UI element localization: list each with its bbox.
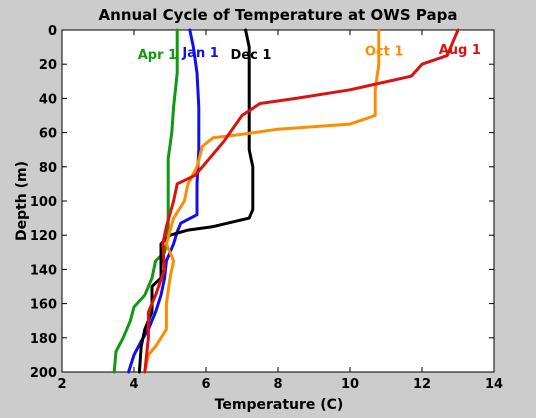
y-tick-label: 60: [39, 127, 57, 142]
series-line-oct-1: [143, 28, 381, 374]
x-tick-label: 14: [485, 377, 503, 392]
series-label-apr-1: Apr 1: [138, 48, 177, 63]
x-tick-label: 12: [413, 377, 431, 392]
y-tick-label: 200: [30, 366, 57, 381]
y-tick-label: 40: [39, 92, 57, 107]
y-tick-label: 140: [30, 263, 57, 278]
chart-title: Annual Cycle of Temperature at OWS Papa: [99, 6, 458, 24]
y-tick-label: 80: [39, 161, 57, 176]
y-tick-label: 100: [30, 195, 57, 210]
x-tick-label: 2: [57, 377, 66, 392]
x-tick-label: 8: [273, 377, 282, 392]
series-label-dec-1: Dec 1: [231, 48, 272, 63]
series-label-aug-1: Aug 1: [439, 43, 481, 58]
plot-area: Apr 1 Jan 1 Dec 1 Oct 1 Aug 12 4 6 8 10 12 1402040…: [30, 24, 503, 392]
x-tick-label: 4: [129, 377, 138, 392]
plot-frame: [61, 29, 495, 373]
x-tick-label: 6: [201, 377, 210, 392]
x-axis-label: Temperature (C): [215, 397, 344, 413]
y-tick-label: 160: [30, 298, 57, 313]
y-axis-label: Depth (m): [14, 161, 30, 241]
series-label-oct-1: Oct 1: [365, 45, 404, 60]
x-tick-label: 10: [341, 377, 359, 392]
y-tick-label: 120: [30, 229, 57, 244]
y-tick-label: 180: [30, 332, 57, 347]
series-label-jan-1: Jan 1: [181, 46, 218, 61]
y-tick-label: 0: [48, 24, 57, 39]
series-line-aug-1: [143, 28, 460, 374]
y-tick-label: 20: [39, 58, 57, 73]
